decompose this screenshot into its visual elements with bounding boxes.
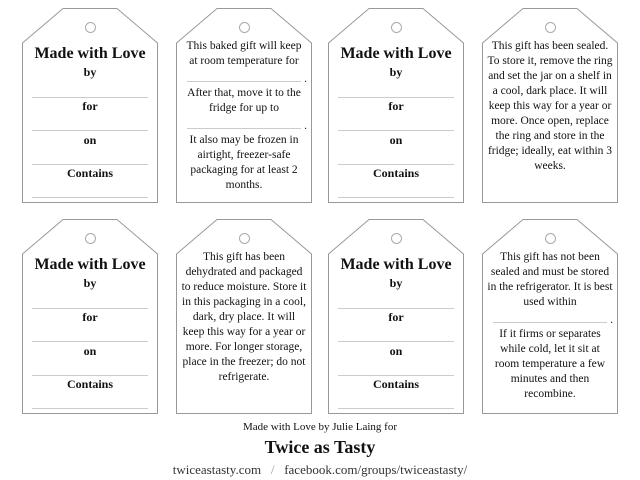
tag-outline bbox=[482, 8, 618, 203]
contains-line bbox=[32, 197, 148, 198]
contains-label: Contains bbox=[372, 166, 419, 180]
on-label: on bbox=[389, 344, 403, 358]
contains-line bbox=[338, 197, 454, 198]
by-line bbox=[32, 308, 148, 309]
unsealed-storage-tag: This gift has not been sealed and must b… bbox=[482, 219, 618, 414]
tag-hole bbox=[545, 22, 556, 33]
tag-hole bbox=[391, 22, 402, 33]
fill-in-line: . bbox=[493, 310, 613, 326]
tag-title: Made with Love bbox=[34, 256, 146, 273]
fill-in-line: . bbox=[187, 69, 307, 85]
for-label: for bbox=[388, 99, 404, 113]
made-with-love-tag: Made with Love by for on Contains bbox=[328, 219, 464, 414]
baked-storage-tag: This baked gift will keep at room temper… bbox=[176, 8, 312, 203]
tag-outline bbox=[328, 219, 464, 414]
tag-outline bbox=[328, 8, 464, 203]
by-label: by bbox=[83, 65, 97, 79]
fill-in-line: . bbox=[187, 116, 307, 132]
footer-brand: Twice as Tasty bbox=[264, 437, 376, 457]
tag-title: Made with Love bbox=[34, 45, 146, 62]
sealed-text: This gift has been sealed. To store it, … bbox=[487, 40, 613, 172]
dehydrated-storage-tag: This gift has been dehydrated and packag… bbox=[176, 219, 312, 414]
tag-hole bbox=[85, 233, 96, 244]
contains-label: Contains bbox=[372, 377, 419, 391]
by-line bbox=[338, 308, 454, 309]
website-link[interactable]: twiceastasty.com bbox=[172, 462, 262, 477]
contains-line bbox=[338, 408, 454, 409]
for-label: for bbox=[388, 310, 404, 324]
footer-credit: Made with Love by Julie Laing for bbox=[243, 421, 397, 433]
on-label: on bbox=[389, 133, 403, 147]
tag-outline bbox=[176, 219, 312, 414]
on-line bbox=[32, 375, 148, 376]
tag-hole bbox=[85, 22, 96, 33]
by-label: by bbox=[83, 276, 97, 290]
tag-title: Made with Love bbox=[340, 45, 452, 62]
facebook-link[interactable]: facebook.com/groups/twiceastasty/ bbox=[284, 462, 468, 477]
footer-links: twiceastasty.com / facebook.com/groups/t… bbox=[0, 462, 640, 478]
baked-text-2: After that, move it to the fridge for up… bbox=[187, 87, 301, 114]
on-line bbox=[338, 164, 454, 165]
on-line bbox=[32, 164, 148, 165]
dehydrated-text: This gift has been dehydrated and packag… bbox=[181, 251, 307, 383]
for-line bbox=[32, 130, 148, 131]
baked-text-1: This baked gift will keep at room temper… bbox=[186, 40, 302, 67]
by-label: by bbox=[389, 276, 403, 290]
made-with-love-tag: Made with Love by for on Contains bbox=[328, 8, 464, 203]
tag-outline bbox=[482, 219, 618, 414]
tag-hole bbox=[391, 233, 402, 244]
tag-hole bbox=[545, 233, 556, 244]
by-line bbox=[32, 97, 148, 98]
tag-outline bbox=[176, 8, 312, 203]
contains-line bbox=[32, 408, 148, 409]
unsealed-text-1: This gift has not been sealed and must b… bbox=[487, 251, 613, 308]
by-line bbox=[338, 97, 454, 98]
tag-hole bbox=[239, 22, 250, 33]
tag-outline bbox=[22, 219, 158, 414]
on-label: on bbox=[83, 344, 97, 358]
for-line bbox=[338, 341, 454, 342]
baked-text-3: It also may be frozen in airtight, freez… bbox=[189, 134, 299, 191]
period: . bbox=[304, 73, 307, 85]
for-label: for bbox=[82, 310, 98, 324]
made-with-love-tag: Made with Love by for on Contains bbox=[22, 8, 158, 203]
sealed-storage-tag: This gift has been sealed. To store it, … bbox=[482, 8, 618, 203]
tag-hole bbox=[239, 233, 250, 244]
tag-outline bbox=[22, 8, 158, 203]
period: . bbox=[304, 120, 307, 132]
contains-label: Contains bbox=[66, 166, 113, 180]
on-line bbox=[338, 375, 454, 376]
period: . bbox=[610, 314, 613, 326]
on-label: on bbox=[83, 133, 97, 147]
for-label: for bbox=[82, 99, 98, 113]
unsealed-text-2: If it firms or separates while cold, let… bbox=[494, 328, 606, 400]
tag-title: Made with Love bbox=[340, 256, 452, 273]
for-line bbox=[338, 130, 454, 131]
for-line bbox=[32, 341, 148, 342]
by-label: by bbox=[389, 65, 403, 79]
contains-label: Contains bbox=[66, 377, 113, 391]
made-with-love-tag: Made with Love by for on Contains bbox=[22, 219, 158, 414]
separator: / bbox=[270, 462, 275, 477]
